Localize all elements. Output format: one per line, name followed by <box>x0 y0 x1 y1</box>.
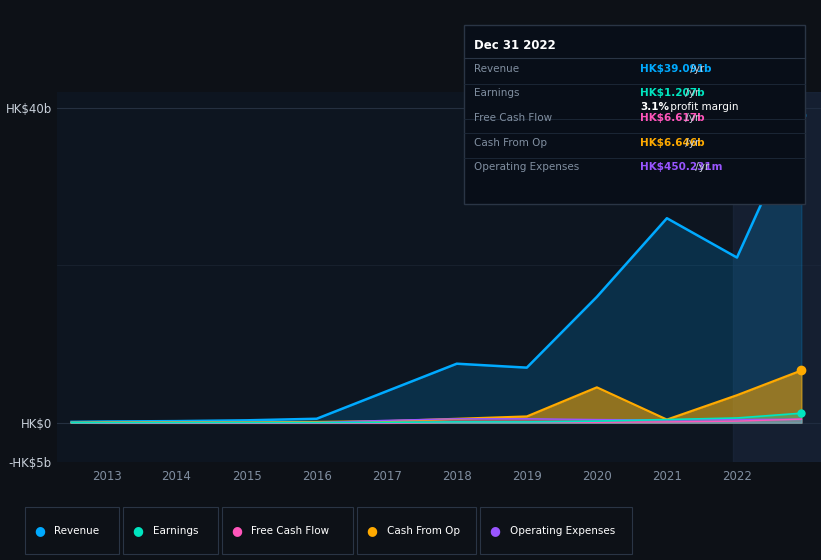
Text: HK$450.231m: HK$450.231m <box>640 162 722 172</box>
Text: ●: ● <box>132 524 144 537</box>
Text: HK$1.207b: HK$1.207b <box>640 88 705 99</box>
Text: Operating Expenses: Operating Expenses <box>474 162 579 172</box>
Text: Dec 31 2022: Dec 31 2022 <box>474 39 556 52</box>
Text: /yr: /yr <box>682 113 699 123</box>
Text: Free Cash Flow: Free Cash Flow <box>474 113 552 123</box>
Text: /yr: /yr <box>692 162 709 172</box>
Text: Operating Expenses: Operating Expenses <box>510 526 615 535</box>
Text: Free Cash Flow: Free Cash Flow <box>251 526 329 535</box>
Text: Revenue: Revenue <box>474 64 519 74</box>
Text: profit margin: profit margin <box>667 102 739 112</box>
Text: ●: ● <box>366 524 378 537</box>
Text: HK$6.646b: HK$6.646b <box>640 138 705 148</box>
Text: /yr: /yr <box>682 138 699 148</box>
Text: Cash From Op: Cash From Op <box>387 526 460 535</box>
Text: Earnings: Earnings <box>474 88 519 99</box>
Text: HK$39.091b: HK$39.091b <box>640 64 712 74</box>
Text: ●: ● <box>231 524 242 537</box>
Text: /yr: /yr <box>687 64 704 74</box>
Text: 3.1%: 3.1% <box>640 102 669 112</box>
Text: /yr: /yr <box>682 88 699 99</box>
Bar <box>733 92 821 462</box>
Text: Revenue: Revenue <box>54 526 99 535</box>
Text: Cash From Op: Cash From Op <box>474 138 547 148</box>
Text: ●: ● <box>489 524 501 537</box>
Text: Earnings: Earnings <box>153 526 198 535</box>
Text: HK$6.617b: HK$6.617b <box>640 113 705 123</box>
Text: ●: ● <box>34 524 45 537</box>
